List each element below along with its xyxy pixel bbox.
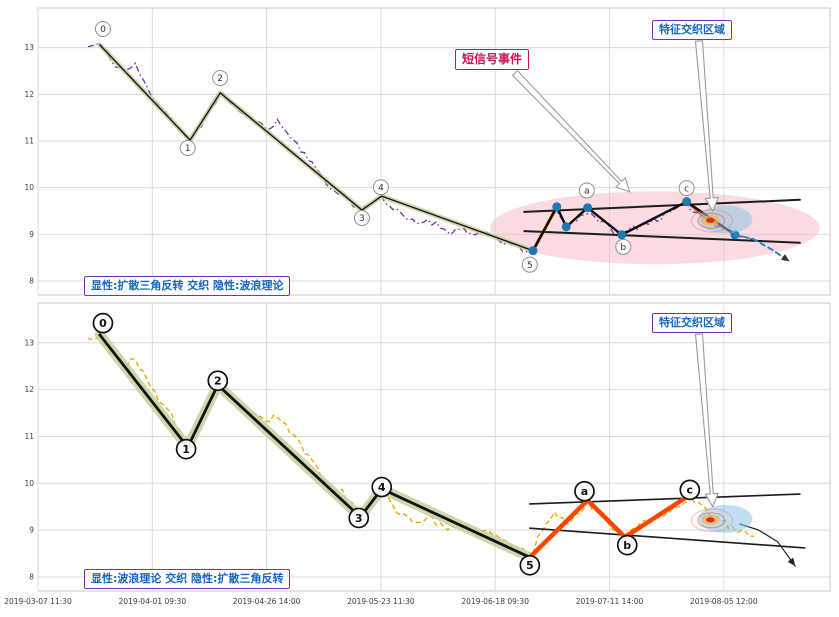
wave-label-circle [678,180,695,197]
wave-label-circle [519,554,541,576]
trend-upper-line [528,493,801,505]
feature-heatmap-layer [698,504,753,533]
wave-label-text: 2 [214,375,222,388]
feature-heatmap-layer [697,512,726,529]
pivot-marker [583,203,593,213]
feature-zone-label-bottom: 特征交织区域 [652,313,732,334]
arrow-head [787,557,796,567]
annotation-arrow [511,69,631,193]
trend-lower-line [528,527,806,549]
pivot-marker [528,246,538,256]
wave-label-text: 1 [185,144,191,154]
x-tick-label: 2019-05-23 11:30 [347,597,415,606]
x-tick-label: 2019-07-11 14:00 [576,597,644,606]
arrow-head [781,254,790,262]
caption-top: 显性:扩散三角反转 交织 隐性:波浪理论 [84,276,291,297]
wave-label-text: c [687,484,694,497]
wave-label-text: 5 [527,261,533,271]
forecast-line [734,233,791,263]
wave-label-circle [94,21,111,37]
x-tick-label: 2019-04-01 09:30 [119,597,187,606]
feature-heatmap-layer [706,217,715,223]
pivot-marker [561,222,571,232]
short-signal-label: 短信号事件 [455,49,530,71]
wave-label-text: a [581,485,588,498]
wave-label-circle [92,312,114,334]
y-tick-label: 8 [29,572,34,581]
wave-label-circle [616,534,638,556]
plot-area [37,302,831,592]
trend-upper-line [523,198,801,213]
wave-label-circle [615,238,632,255]
wave-label-text: a [584,187,590,197]
wave-label-circle [212,70,229,86]
abc-impulse-line [527,492,693,560]
confluence-region [490,191,820,265]
y-tick-label: 8 [29,277,34,286]
wave-label-text: c [684,184,689,194]
feature-heatmap-layer [697,212,726,229]
y-tick-label: 13 [24,338,34,347]
caption-bottom: 显性:波浪理论 交织 隐性:扩散三角反转 [84,569,291,590]
wave-label-circle [371,476,393,498]
wave-label-circle [521,256,538,273]
wave-label-text: 1 [182,443,190,456]
annotation-arrow [694,333,720,508]
y-tick-label: 12 [24,385,34,394]
wave-label-text: 5 [526,559,534,572]
annotation-arrow [694,40,720,213]
pivot-marker [552,202,562,212]
y-tick-label: 9 [29,230,34,239]
y-tick-label: 10 [24,183,34,192]
wave-label-text: 3 [359,214,365,224]
wave-label-circle [372,179,389,196]
wave-label-circle [348,507,370,529]
wave-label-circle [207,370,229,392]
wave-0-5-line [99,44,534,252]
y-tick-label: 9 [29,526,34,535]
pivot-marker [617,230,627,240]
pivot-marker [682,197,692,207]
wave-label-text: b [623,539,631,552]
y-tick-label: 10 [24,479,34,488]
y-tick-label: 11 [24,432,34,441]
y-tick-label: 12 [24,90,34,99]
wave-label-circle [179,140,196,156]
wave-label-text: 2 [217,74,223,84]
y-tick-label: 13 [24,43,34,52]
trajectory-arrow-line [739,523,796,567]
x-tick-label: 2019-08-05 12:00 [690,597,758,606]
x-tick-label: 2019-06-18 09:30 [461,597,529,606]
wave-label-circle [574,480,595,502]
feature-heatmap-layer [690,508,734,533]
wave-label-text: 0 [100,25,106,35]
wave-label-text: b [620,243,626,253]
wave-label-text: 3 [355,512,363,525]
x-tick-label: 2019-03-07 11:30 [4,597,72,606]
y-tick-label: 11 [24,137,34,146]
wave-label-circle [353,210,370,226]
wave-label-text: 0 [99,317,107,330]
wave-label-text: 4 [378,183,384,193]
wave-label-circle [679,479,701,501]
trend-lower-line [523,230,801,244]
wave-label-circle [175,438,197,460]
wave-0-5-line [98,333,532,559]
feature-zone-label-top: 特征交织区域 [652,20,732,41]
wave-label-text: 4 [378,481,386,494]
feature-heatmap-layer [706,517,715,523]
wave-label-circle [578,182,595,199]
x-tick-label: 2019-04-26 14:00 [233,597,301,606]
feature-heatmap-layer [698,205,753,234]
